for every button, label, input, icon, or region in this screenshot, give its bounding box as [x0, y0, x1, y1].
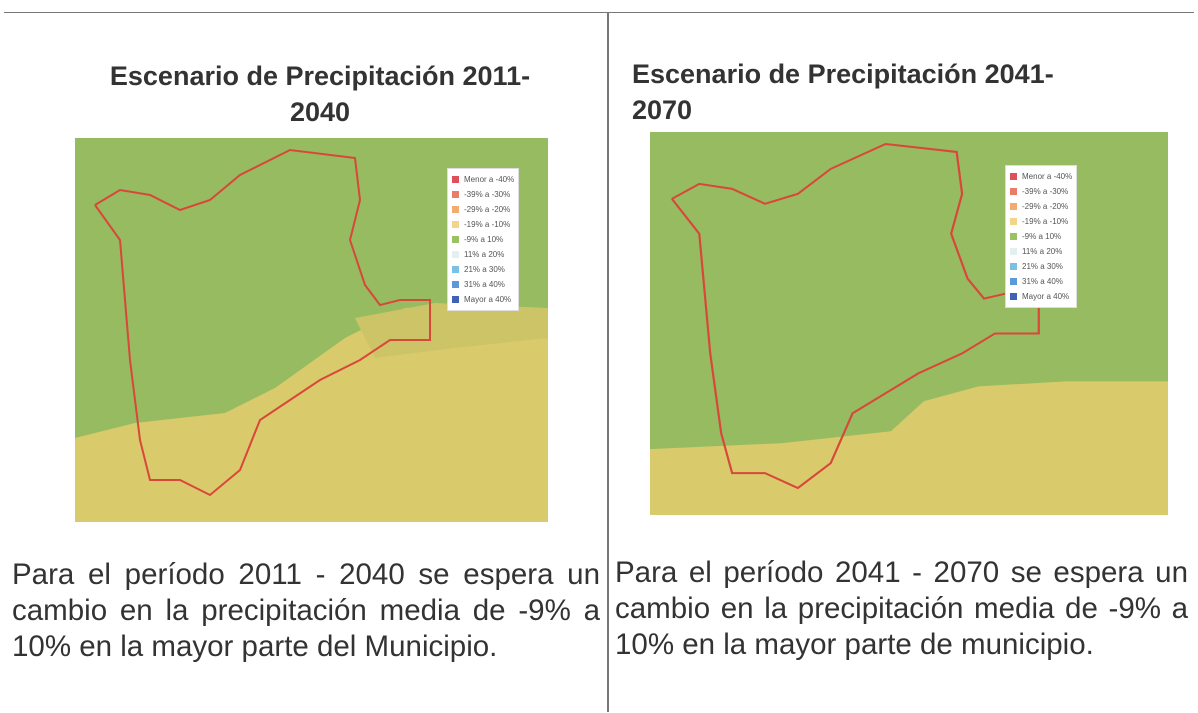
legend-entry: -29% a -20% — [1010, 199, 1072, 214]
legend-label: 31% a 40% — [464, 280, 505, 289]
legend-label: -39% a -30% — [464, 190, 511, 199]
title-line: Escenario de Precipitación 2041- — [632, 59, 1054, 89]
legend-label: -9% a 10% — [1022, 232, 1062, 241]
legend-entry: 11% a 20% — [1010, 244, 1072, 259]
legend-entry: Menor a -40% — [1010, 169, 1072, 184]
legend-swatch — [1010, 248, 1017, 255]
legend-entry: -39% a -30% — [452, 187, 514, 202]
legend-swatch — [452, 191, 459, 198]
legend-entry: 31% a 40% — [452, 277, 514, 292]
legend-swatch — [452, 236, 459, 243]
map: Menor a -40% -39% a -30% -29% a -20% -19% a… — [75, 138, 548, 522]
legend-label: Menor a -40% — [464, 175, 515, 184]
legend-label: 31% a 40% — [1022, 277, 1063, 286]
column-divider — [607, 12, 609, 712]
legend-entry: Mayor a 40% — [1010, 289, 1072, 304]
title-line: 2070 — [632, 95, 693, 125]
panel-title: Escenario de Precipitación 2011- 2040 — [40, 58, 600, 130]
legend-entry: -39% a -30% — [1010, 184, 1072, 199]
legend-entry: 31% a 40% — [1010, 274, 1072, 289]
legend-entry: -29% a -20% — [452, 202, 514, 217]
legend-label: Mayor a 40% — [1022, 292, 1070, 301]
legend-entry: 11% a 20% — [452, 247, 514, 262]
legend-label: 21% a 30% — [1022, 262, 1063, 271]
legend-entry: 21% a 30% — [1010, 259, 1072, 274]
legend-swatch — [452, 206, 459, 213]
legend: Menor a -40% -39% a -30% -29% a -20% -19% a… — [1005, 165, 1078, 308]
frame-line — [4, 12, 1194, 713]
paragraph: Para el período 2011 - 2040 se espera un… — [12, 558, 600, 663]
legend-label: -19% a -10% — [464, 220, 511, 229]
legend-entry: -9% a 10% — [1010, 229, 1072, 244]
legend-label: -39% a -30% — [1022, 187, 1069, 196]
legend-swatch — [452, 221, 459, 228]
title-line: Escenario de Precipitación 2011- — [109, 61, 531, 91]
legend-swatch — [1010, 293, 1017, 300]
panel-title: Escenario de Precipitación 2041- 2070 — [632, 56, 1192, 128]
legend-swatch — [452, 296, 459, 303]
legend-entry: 21% a 30% — [452, 262, 514, 277]
map-image — [650, 132, 1168, 515]
legend-entry: Mayor a 40% — [452, 292, 514, 307]
map: Menor a -40% -39% a -30% -29% a -20% -19% a… — [650, 132, 1168, 515]
legend-entry: -9% a 10% — [452, 232, 514, 247]
legend-entry: -19% a -10% — [452, 217, 514, 232]
legend-label: -29% a -20% — [1022, 202, 1069, 211]
legend-swatch — [1010, 188, 1017, 195]
legend-label: -29% a -20% — [464, 205, 511, 214]
legend-label: 11% a 20% — [464, 250, 505, 259]
legend-label: -19% a -10% — [1022, 217, 1069, 226]
legend-label: Mayor a 40% — [464, 295, 512, 304]
legend-swatch — [1010, 218, 1017, 225]
legend-swatch — [1010, 203, 1017, 210]
legend-swatch — [452, 251, 459, 258]
legend-entry: Menor a -40% — [452, 172, 514, 187]
legend-label: -9% a 10% — [464, 235, 504, 244]
legend-swatch — [1010, 263, 1017, 270]
legend-swatch — [452, 281, 459, 288]
legend-swatch — [452, 176, 459, 183]
legend-swatch — [452, 266, 459, 273]
legend: Menor a -40% -39% a -30% -29% a -20% -19% a… — [447, 168, 520, 311]
legend-swatch — [1010, 233, 1017, 240]
legend-swatch — [1010, 278, 1017, 285]
legend-label: Menor a -40% — [1022, 172, 1073, 181]
legend-label: 11% a 20% — [1022, 247, 1063, 256]
legend-label: 21% a 30% — [464, 265, 505, 274]
legend-entry: -19% a -10% — [1010, 214, 1072, 229]
legend-swatch — [1010, 173, 1017, 180]
paragraph: Para el período 2041 - 2070 se espera un… — [615, 556, 1188, 661]
title-line: 2040 — [289, 97, 351, 127]
